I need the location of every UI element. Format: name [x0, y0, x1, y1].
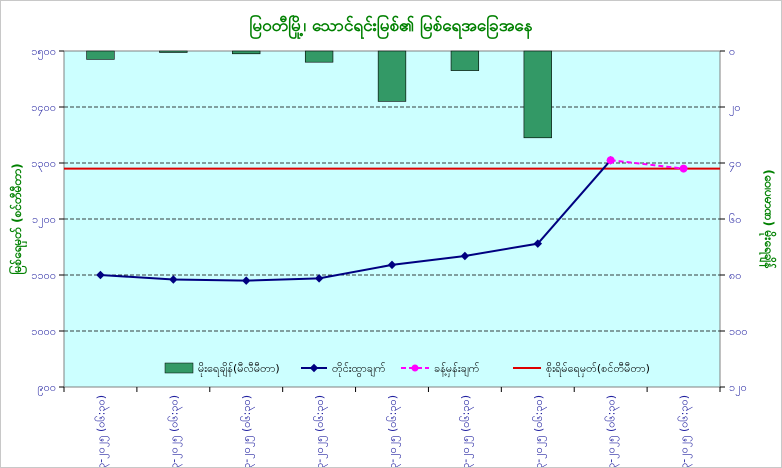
forecast-line [610, 159, 684, 170]
rainfall-bar [159, 50, 188, 53]
legend: မိုးရေချိန်(မီလီမီတာ) တိုင်းထွာချက် ခန့်… [164, 362, 650, 377]
x-tick-label: ၁၇-၃-၂၀၂၅ (၀၆:၃၀) [167, 395, 182, 467]
legend-label-warning: စိုးရိမ်ရေမှတ်(စင်တီမီတာ) [546, 362, 650, 377]
chart-title: မြဝတီမြို့၊ သောင်ရင်းမြစ်၏ မြစ်ရေအခြေအနေ [250, 13, 533, 40]
legend-swatch-rainfall [164, 362, 194, 374]
y-left-tick-label: ၁၃၀၀ [31, 157, 56, 172]
legend-label-forecast: ခန့်မှန်းချက် [434, 362, 480, 377]
y-right-tick-label: ၈၀ [729, 269, 741, 282]
observed-point [314, 274, 324, 283]
x-tick-label: ၁၆-၃-၂၀၂၅ (၀၆:၃၀) [94, 395, 109, 467]
y-left-tick-label: ၉၀၀ [37, 381, 56, 396]
y-right-tick-label: ၂၀ [729, 101, 741, 116]
observed-point [96, 270, 105, 280]
y-right-tick-label: ၄၀ [729, 157, 741, 172]
rainfall-bar [523, 50, 552, 139]
y-right-tick-label: ၁၀၀ [729, 325, 748, 338]
y-right-tick-label: ၁၂၀ [729, 381, 747, 396]
bar-series [86, 50, 552, 139]
line-series [96, 155, 688, 285]
legend-marker-forecast [411, 364, 419, 372]
x-tick-label: ၁၈-၃-၂၀၂၅ (၀၆:၃၀) [240, 395, 255, 467]
y-right-tick-label: ၀ [729, 45, 735, 58]
rainfall-bar [86, 50, 115, 60]
axes: ၉၀၀ ၁၀၀၀ ၁၁၀၀ ၁၂၀၀ ၁၃၀၀ ၁၄၀၀ ၁၅၀၀ ၀၂၀၄၀၆၀၈၀၁၀၀၁… [31, 45, 747, 467]
y-left-tick-label: ၁၂၀၀ [32, 213, 56, 228]
legend-label-rainfall: မိုးရေချိန်(မီလီမီတာ) [198, 362, 280, 377]
y-right-tick-label: ၆၀ [729, 213, 741, 226]
rainfall-bar [450, 50, 480, 71]
observed-point [169, 275, 178, 284]
y-left-tick-label: ၁၄၀၀ [31, 101, 56, 116]
y-left-tick-label: ၁၁၀၀ [31, 269, 56, 282]
x-tick-label: ၂၁-၃-၂၀၂၅ (၀၆:၃၀) [459, 395, 474, 467]
y-axis-right-title: (ဝေ၊ပမာဏ) မိုးရေချိန် [758, 169, 778, 269]
rainfall-bar [304, 50, 334, 63]
x-tick-label: ၂၀-၃-၂၀၂၅ (၀၆:၃၀) [386, 395, 401, 467]
rainfall-bar [377, 50, 407, 102]
forecast-point [606, 156, 615, 165]
observed-point [460, 251, 470, 261]
x-tick-label: ၁၉-၃-၂၀၂၅ (၀၆:၃၀) [313, 395, 328, 467]
rainfall-bar [232, 50, 261, 55]
legend-marker-observed [309, 363, 319, 373]
y-axis-left-title: မြစ်ရေမှတ် (စင်တီမီတာ) [7, 163, 28, 274]
x-tick-label: ၂၂-၃-၂၀၂၅ (၀၆:၃၀) [532, 395, 547, 467]
x-tick-label: ၂၃-၃-၂၀၂၅ (၀၆:၃၀) [605, 395, 620, 467]
y-left-tick-label: ၁၅၀၀ [31, 45, 56, 60]
y-left-tick-label: ၁၀၀၀ [31, 325, 56, 338]
observed-line [100, 159, 612, 282]
x-tick-label: ၂၄-၃-၂၀၂၅ (၀၆:၃၀) [678, 395, 693, 467]
observed-point [387, 260, 397, 270]
legend-label-observed: တိုင်းထွာချက် [332, 362, 386, 377]
observed-point [241, 276, 251, 285]
forecast-point [679, 164, 688, 173]
